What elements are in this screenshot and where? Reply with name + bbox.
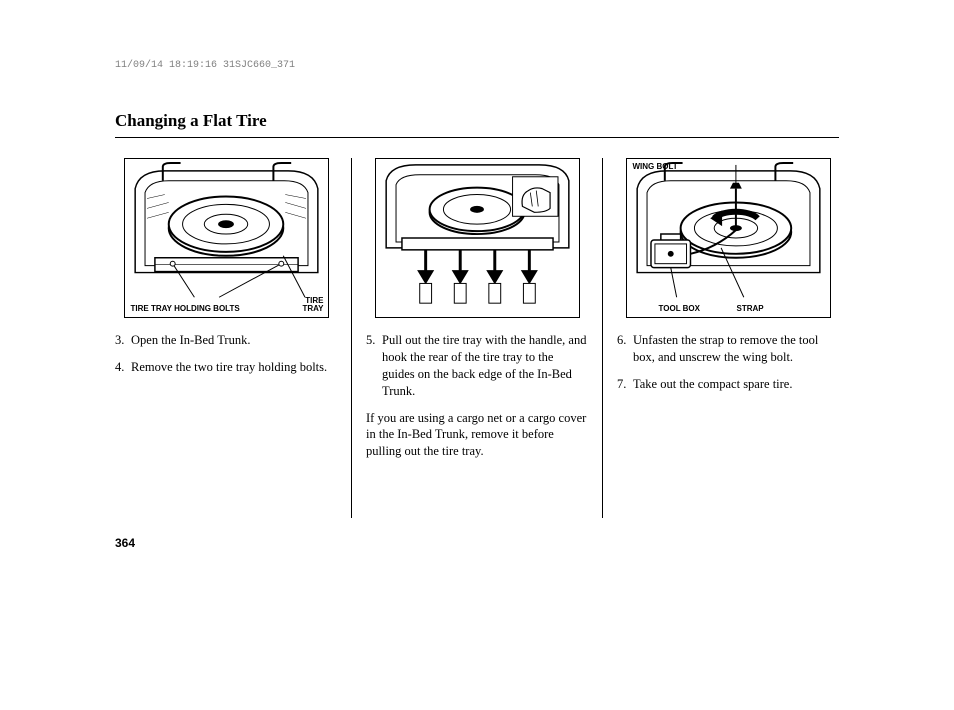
diagram-tire-tray: TIRE TRAY HOLDING BOLTS TIRE TRAY — [124, 158, 329, 318]
label-tire-tray: TIRE TRAY — [302, 297, 323, 313]
wing-bolt-illustration-icon — [627, 159, 830, 317]
header-timestamp: 11/09/14 18:19:16 31SJC660_371 — [115, 60, 839, 71]
step-text: Remove the two tire tray holding bolts. — [131, 359, 337, 376]
step-number: 5. — [366, 332, 382, 400]
step-6: 6. Unfasten the strap to remove the tool… — [617, 332, 839, 366]
content-columns: TIRE TRAY HOLDING BOLTS TIRE TRAY 3. Ope… — [115, 158, 839, 518]
diagram-pull-tray — [375, 158, 580, 318]
step-number: 6. — [617, 332, 633, 366]
step-text: Pull out the tire tray with the handle, … — [382, 332, 588, 400]
step-number: 3. — [115, 332, 131, 349]
label-holding-bolts: TIRE TRAY HOLDING BOLTS — [131, 305, 240, 313]
pull-tray-illustration-icon — [376, 159, 579, 317]
column-1: TIRE TRAY HOLDING BOLTS TIRE TRAY 3. Ope… — [115, 158, 351, 518]
step-number: 7. — [617, 376, 633, 393]
step-number: 4. — [115, 359, 131, 376]
step-7: 7. Take out the compact spare tire. — [617, 376, 839, 393]
step-3: 3. Open the In-Bed Trunk. — [115, 332, 337, 349]
step-5: 5. Pull out the tire tray with the handl… — [366, 332, 588, 400]
cargo-note: If you are using a cargo net or a cargo … — [366, 410, 588, 461]
manual-page: 11/09/14 18:19:16 31SJC660_371 Changing … — [0, 0, 954, 710]
step-text: Unfasten the strap to remove the tool bo… — [633, 332, 839, 366]
column-2: 5. Pull out the tire tray with the handl… — [351, 158, 602, 518]
step-4: 4. Remove the two tire tray holding bolt… — [115, 359, 337, 376]
diagram-wing-bolt: WING BOLT TOOL BOX STRAP — [626, 158, 831, 318]
page-number: 364 — [115, 536, 135, 550]
label-wing-bolt: WING BOLT — [633, 163, 678, 171]
trunk-illustration-icon — [125, 159, 328, 317]
label-strap: STRAP — [737, 305, 764, 313]
step-text: Open the In-Bed Trunk. — [131, 332, 337, 349]
column-3: WING BOLT TOOL BOX STRAP 6. Unfasten the… — [602, 158, 839, 518]
label-tool-box: TOOL BOX — [659, 305, 701, 313]
step-text: Take out the compact spare tire. — [633, 376, 839, 393]
page-title: Changing a Flat Tire — [115, 111, 839, 138]
